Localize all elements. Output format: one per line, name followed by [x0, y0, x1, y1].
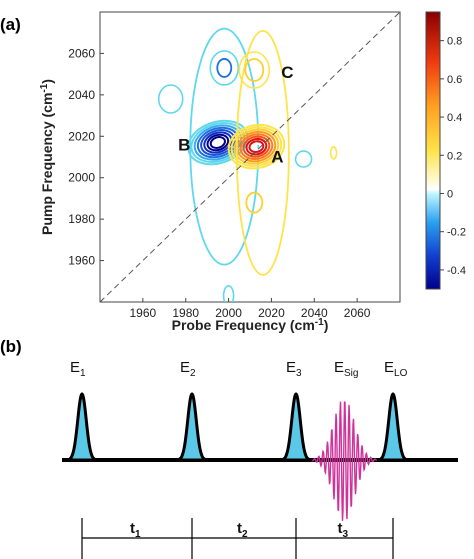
y-axis-ticks: 1960 1980 2000 2020 2040 2060 [68, 46, 104, 268]
colorbar-tick-label: 0 [447, 188, 453, 200]
colorbar [425, 11, 441, 290]
colorbar-tick-label: 0.6 [447, 74, 462, 86]
colorbar-tick-label: -0.4 [447, 265, 466, 277]
y-tick-label: 1960 [68, 254, 95, 268]
contour-negative-side [294, 150, 313, 168]
contour-negative-upper [209, 50, 240, 86]
peak-labels: A B C [178, 63, 293, 167]
pulse-label: E1 [70, 359, 86, 379]
contour-positive-peak-a [227, 123, 286, 170]
colorbar-ticks: -0.4 -0.2 0 0.2 0.4 0.6 0.8 [440, 36, 466, 277]
pulse [376, 392, 410, 462]
x-tick-label: 2020 [258, 306, 285, 320]
contour-positive-peak-a [233, 128, 280, 165]
contour-positive-outer [235, 29, 290, 276]
colorbar-tick-label: 0.2 [447, 150, 462, 162]
x-axis-title: Probe Frequency (cm-1) [172, 317, 329, 333]
contour-positive-peak-a [242, 135, 271, 158]
x-tick-label: 2040 [301, 306, 328, 320]
contour-negative-peak-b [209, 136, 226, 149]
pulse-label: E2 [180, 359, 196, 379]
y-axis-title: Pump Frequency (cm-1) [39, 79, 55, 235]
y-tick-label: 2040 [68, 88, 95, 102]
y-tick-label: 2060 [68, 46, 95, 60]
pulse-label: ELO [384, 359, 408, 379]
y-tick-label: 2000 [68, 171, 95, 185]
contour-positive-peak-a [239, 133, 274, 161]
contour-negative-bottom [222, 284, 235, 302]
contour-positive-peak-c [238, 51, 271, 89]
x-tick-label: 1960 [130, 306, 157, 320]
delay-label: t3 [338, 520, 349, 540]
contour-positive-small [329, 146, 338, 160]
contour-negative-peak-b [200, 129, 236, 156]
delay-label: t2 [237, 520, 248, 540]
pulse-label: ESig [334, 359, 358, 379]
x-tick-label: 2060 [344, 306, 371, 320]
peak-label: B [178, 136, 190, 155]
x-tick-label: 2000 [215, 306, 242, 320]
contour-positive-peak-c [244, 58, 265, 82]
pulse-sequence: E1 E2 E3 ESig ELO t1 t2 t3 [62, 359, 458, 559]
peak-label: C [281, 63, 293, 82]
contour-positive-peak-a [251, 142, 262, 151]
pulse-label: E3 [286, 359, 302, 379]
y-tick-label: 1980 [68, 212, 95, 226]
contour-positive-peak-a [245, 137, 268, 156]
y-tick-label: 2020 [68, 129, 95, 143]
pulse [65, 392, 99, 462]
panel-a-label: (a) [0, 15, 21, 34]
contour-positive-lower [245, 191, 264, 214]
contour-positive-peak-a [236, 130, 277, 163]
colorbar-tick-label: 0.4 [447, 112, 462, 124]
colorbar-tick-label: 0.8 [447, 36, 462, 48]
pulse [175, 392, 209, 462]
contour-negative-peak-b [206, 133, 230, 152]
contour-negative-outer [189, 27, 260, 266]
x-tick-label: 1980 [172, 306, 199, 320]
colorbar-tick-label: -0.2 [447, 227, 466, 239]
x-axis-ticks: 1960 1980 2000 2020 2040 2060 [130, 298, 371, 320]
contour-positive-peak-a [248, 140, 265, 154]
peak-label: A [271, 148, 283, 167]
delay-label: t1 [130, 520, 141, 540]
pulse [279, 392, 313, 462]
contour-negative-upper [216, 58, 233, 78]
contour-layer [157, 27, 338, 302]
contour-positive-peak-a [230, 126, 283, 168]
contour-negative-side [157, 84, 184, 114]
panel-b-label: (b) [0, 337, 22, 356]
